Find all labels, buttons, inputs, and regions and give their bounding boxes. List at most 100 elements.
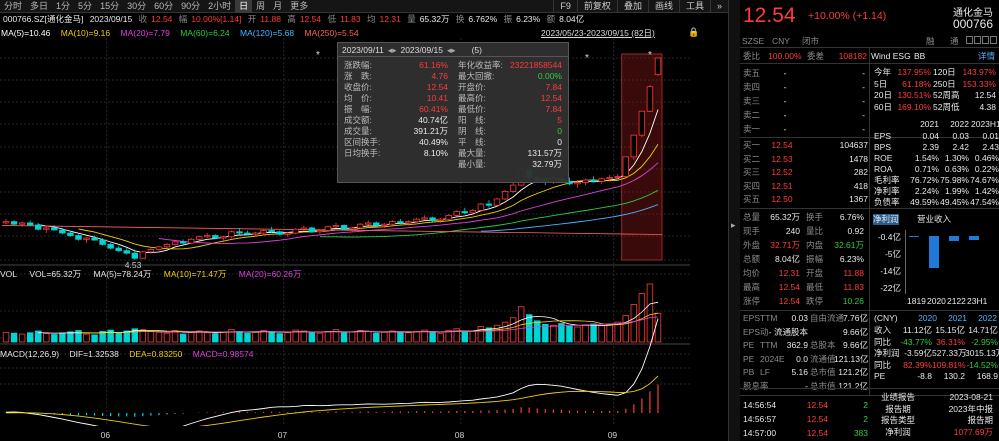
bid-price: 12.51: [771, 180, 793, 191]
tab-0[interactable]: 分时: [4, 0, 23, 11]
bar-x-tick: 23H1: [967, 296, 988, 306]
tooltip-value: 0: [557, 126, 562, 136]
chevron-right-icon[interactable]: ▸: [731, 220, 736, 230]
ask-label: 卖二: [743, 110, 761, 120]
connect-icon[interactable]: 通: [950, 36, 959, 46]
tooltip-value: 7.84: [545, 82, 562, 92]
bar-x-tick: 2122: [947, 296, 966, 306]
more-tools-icon[interactable]: »: [709, 0, 728, 13]
tool-2[interactable]: 叠加: [616, 0, 648, 13]
volume-bar: [485, 327, 493, 343]
candle-body: [453, 211, 460, 216]
ask-price: -: [783, 82, 787, 92]
volume-bar: [348, 331, 356, 343]
volume-bar: [413, 331, 420, 343]
tool-3[interactable]: 画线: [647, 0, 679, 13]
avg-value: 12.31: [379, 14, 401, 24]
date-range-link[interactable]: 2023/05/23-2023/09/15 (82日): [541, 28, 655, 38]
stat-value: 6.23%: [839, 254, 864, 264]
tooltip-value: 7.84: [545, 104, 562, 114]
volume-bar: [566, 325, 573, 343]
tab-4[interactable]: 15分: [100, 0, 120, 11]
volume-bar: [252, 331, 259, 343]
tab-6[interactable]: 60分: [154, 0, 174, 11]
return-label: 5日: [874, 78, 888, 89]
volume-bar: [26, 332, 34, 343]
fin-row-value: 1.54%: [914, 153, 939, 163]
return-value2: 153.33%: [962, 78, 996, 89]
tool-1[interactable]: 前复权: [576, 0, 617, 13]
tooltip-row: 平 线: 0: [454, 137, 566, 148]
edit-icon[interactable]: [966, 36, 973, 44]
volume-bar: [51, 334, 58, 343]
bid-volume: 418: [853, 180, 868, 191]
esg-label[interactable]: Wind ESG: [871, 51, 911, 61]
tool-0[interactable]: F9: [553, 0, 577, 13]
bid-price: 12.50: [771, 194, 793, 204]
tab-net-profit[interactable]: 净利润: [873, 214, 899, 225]
tab-11[interactable]: 月: [273, 0, 283, 11]
candle-body: [43, 227, 50, 230]
tab-3[interactable]: 5分: [78, 0, 93, 11]
bid-price: 12.53: [771, 153, 793, 164]
tooltip-key: 最低价:: [458, 104, 486, 114]
tooltip-key: 振 幅:: [344, 104, 372, 114]
tooltip-key: 成交额:: [344, 115, 372, 125]
kline-chart[interactable]: 4.53****12.5411.6510.769.878.988.097.206…: [0, 38, 690, 426]
candle-body: [244, 232, 251, 235]
fin-row-value: 76.72%: [910, 175, 939, 185]
table-value: -43.77%: [900, 336, 932, 347]
ask-volume: -: [862, 96, 865, 106]
period-tabs: 分时 多日 1分 5分 15分 30分 60分 90分 2小时日周月更多: [0, 0, 312, 13]
lock-icon[interactable]: 🔒: [688, 27, 700, 37]
fin-sub: LF: [760, 367, 770, 377]
event-star-icon[interactable]: *: [585, 53, 589, 64]
list-icon[interactable]: [982, 36, 989, 44]
tick-volume: 2: [863, 400, 868, 410]
volume-bar: [59, 332, 66, 343]
candle-body: [501, 191, 509, 200]
tab-8[interactable]: 2小时: [208, 0, 232, 11]
divider: [740, 63, 999, 64]
volume-bar: [590, 323, 597, 343]
tooltip-value: 4.76: [431, 71, 448, 81]
tab-10[interactable]: 周: [256, 0, 266, 11]
ask-price: -: [783, 124, 787, 134]
grid-icon[interactable]: [990, 36, 997, 44]
fin-label: 股息率: [743, 380, 769, 391]
detail-link[interactable]: 详情: [978, 51, 996, 61]
ask-price: -: [783, 96, 787, 106]
tab-1[interactable]: 多日: [30, 0, 49, 11]
volume-bar: [397, 331, 404, 343]
tab-12[interactable]: 更多: [290, 0, 309, 11]
macd-dif: DIF=1.32538: [69, 349, 119, 359]
stat-value: 32.71万: [770, 240, 800, 250]
vol-ma5-line: [38, 301, 659, 334]
table-value: -8.8: [917, 371, 932, 381]
candle-body: [91, 237, 98, 241]
range-arrows-icon-2[interactable]: ◂▸: [447, 44, 456, 55]
tooltip-value: 40.49%: [419, 137, 448, 147]
fin-row-value: 2.42: [952, 142, 969, 152]
settings-icon[interactable]: [974, 36, 981, 44]
tooltip-row: 最小量: 32.79万: [454, 159, 566, 170]
event-star-icon[interactable]: *: [316, 50, 320, 61]
tab-2[interactable]: 1分: [56, 0, 71, 11]
tab-9[interactable]: 日: [235, 0, 253, 13]
margin-icon[interactable]: 融: [926, 36, 935, 46]
panel-toggle[interactable]: ▸: [728, 0, 740, 441]
tick-price: 12.54: [806, 428, 828, 438]
tab-7[interactable]: 90分: [181, 0, 201, 11]
divider: [740, 395, 999, 396]
tab-5[interactable]: 30分: [127, 0, 147, 11]
amplitude-value: 6.23%: [516, 14, 541, 24]
fin-value2: 121.2亿: [838, 367, 868, 377]
event-star-icon[interactable]: *: [648, 50, 652, 61]
range-arrows-icon[interactable]: ◂▸: [387, 44, 397, 55]
bid-label: 买二: [743, 153, 761, 164]
table-value: 36.31%: [936, 336, 965, 347]
amplitude-label: 振: [503, 14, 513, 24]
stock-code-name: 000766.SZ[通化金马]: [3, 14, 84, 24]
tool-4[interactable]: 工具: [678, 0, 710, 13]
tab-revenue[interactable]: 营业收入: [917, 214, 952, 224]
